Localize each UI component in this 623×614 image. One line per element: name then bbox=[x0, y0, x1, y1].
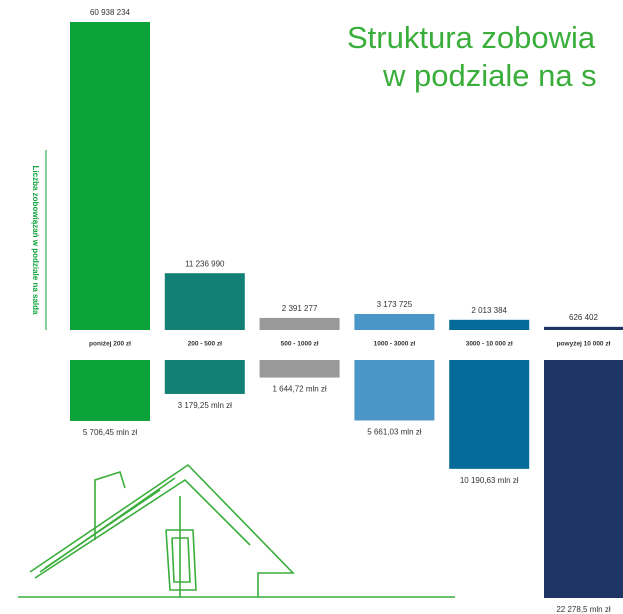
chart-title: w podziale na s bbox=[382, 58, 597, 93]
data-label: 5 706,45 mln zł bbox=[83, 428, 137, 437]
bar bbox=[70, 22, 150, 330]
y-axis-label: Liczba zobowiązań w podziale na salda bbox=[31, 166, 40, 315]
category-label: 1000 - 3000 zł bbox=[374, 341, 416, 348]
data-label: 2 391 277 bbox=[282, 304, 318, 313]
bar bbox=[544, 326, 623, 330]
data-label: 11 236 990 bbox=[185, 259, 225, 268]
data-label: 60 938 234 bbox=[90, 8, 131, 17]
bar bbox=[259, 317, 340, 330]
chart-title: Struktura zobowia bbox=[347, 20, 596, 55]
bar bbox=[354, 360, 435, 421]
data-label: 3 173 725 bbox=[377, 300, 413, 309]
house-drawing bbox=[18, 463, 455, 598]
bar bbox=[449, 360, 530, 469]
data-label: 626 402 bbox=[569, 313, 598, 322]
category-label: 500 - 1000 zł bbox=[281, 341, 319, 348]
bar bbox=[164, 360, 245, 394]
data-label: 3 179,25 mln zł bbox=[178, 401, 232, 410]
bar bbox=[70, 360, 150, 421]
data-label: 2 013 384 bbox=[471, 306, 507, 315]
bar bbox=[354, 313, 435, 330]
data-label: 5 661,03 mln zł bbox=[367, 428, 421, 437]
bar bbox=[544, 360, 623, 598]
data-label: 22 278,5 mln zł bbox=[556, 605, 610, 614]
category-label: 3000 - 10 000 zł bbox=[466, 341, 513, 348]
data-label: 10 190,63 mln zł bbox=[460, 476, 519, 485]
category-label: poniżej 200 zł bbox=[89, 341, 131, 348]
category-label: 200 - 500 zł bbox=[188, 341, 223, 348]
bar bbox=[259, 360, 340, 378]
data-label: 1 644,72 mln zł bbox=[272, 385, 326, 394]
bar bbox=[449, 319, 530, 330]
category-label: powyżej 10 000 zł bbox=[557, 341, 611, 348]
bar bbox=[164, 273, 245, 330]
